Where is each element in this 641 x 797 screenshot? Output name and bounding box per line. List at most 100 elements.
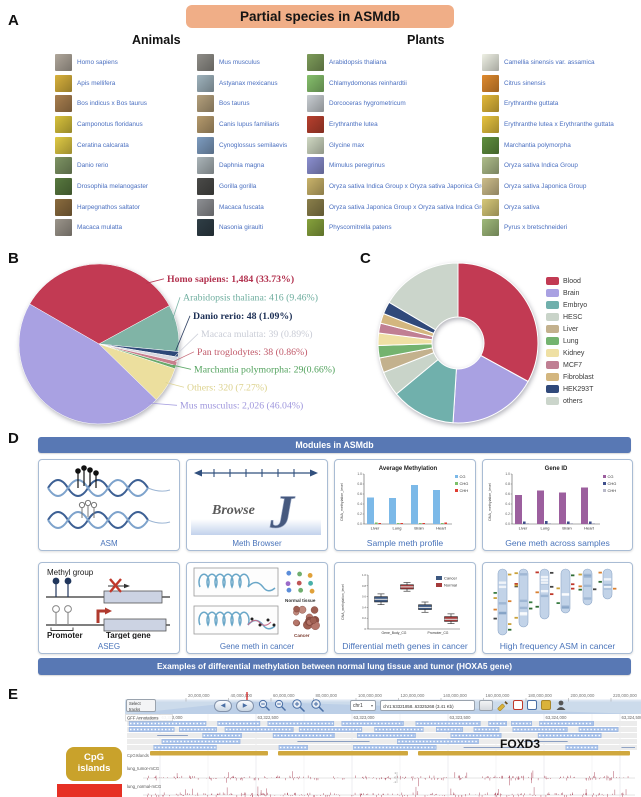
zoom-in-far-button[interactable] — [310, 698, 325, 713]
x-tick-label: Lung — [393, 526, 402, 531]
cell-dot — [286, 587, 292, 593]
species-name: Erythranthe lutea — [329, 120, 378, 128]
asm-site-tick — [514, 583, 518, 585]
species-name: Harpegnathos saltator — [77, 203, 140, 211]
species-thumbnail — [482, 219, 499, 237]
asm-site-tick — [571, 574, 575, 577]
gene-model — [415, 721, 481, 726]
promoter-label: Promoter — [47, 631, 83, 639]
methyl-dot — [272, 623, 276, 627]
y-tick-label: 0.8 — [362, 584, 366, 588]
asm-site-tick — [556, 602, 560, 605]
legend-color-chip — [546, 313, 559, 321]
chromosome-band — [603, 578, 612, 581]
zoom-out-far-button[interactable] — [258, 699, 271, 712]
legend-label: others — [563, 397, 583, 405]
blue-region-tool-button[interactable] — [527, 700, 537, 710]
legend-label: CHG — [608, 481, 617, 486]
zoom-out-button[interactable] — [274, 699, 287, 712]
user-icon[interactable] — [555, 699, 567, 711]
asm-site-tick — [493, 591, 497, 594]
bar — [441, 523, 444, 524]
methylation-tracks-sidebar-box — [57, 784, 122, 797]
panel-label-c: C — [360, 250, 371, 267]
panel-label-b: B — [8, 250, 19, 267]
y-axis-label: DNA_methylation_level — [488, 483, 492, 521]
species-item: Oryza sativa Indica Group x Oryza sativa… — [307, 176, 492, 197]
methyl-dots — [250, 617, 276, 627]
species-name: Macaca mulatta — [77, 224, 123, 232]
asm-site-tick — [535, 591, 539, 594]
zoom-in-button[interactable] — [291, 698, 306, 713]
module-card-asm[interactable]: ASM — [38, 459, 180, 551]
species-name: Marchantia polymorpha — [504, 141, 571, 149]
asm-caption: ASM — [100, 539, 118, 548]
asm-site-tick — [493, 597, 497, 599]
species-name: Nasonia giraulti — [219, 224, 264, 232]
differential-meth-boxplot: DNA_methylation_level 0 0.2 0.4 0.6 0.8 1.0 Gen… — [341, 573, 460, 635]
species-name: Erythranthe lutea x Erythranthe guttata — [504, 120, 614, 128]
chromosome-select[interactable]: chr1 ▾ — [350, 700, 376, 711]
cancer-cell — [293, 605, 300, 613]
red-region-tool-button[interactable] — [513, 700, 523, 710]
species-name: Oryza sativa Indica Group — [504, 162, 578, 170]
track-axis-mark: -1 — [393, 780, 396, 784]
cell-dot — [297, 571, 302, 577]
module-card-meth-browser[interactable]: Browse J Meth Browser — [186, 459, 328, 551]
gene-id-chart: Gene ID DNA_methylation_level 0.0 0.2 0.4 0.6… — [488, 466, 617, 531]
cpg-island-bar — [418, 751, 630, 756]
module-card-asm-cancer[interactable]: High frequency ASM in cancer — [482, 562, 633, 654]
methyl-group-label: Methyl group — [47, 568, 94, 577]
chromosome-band — [519, 606, 528, 610]
select-tracks-button[interactable]: Select tracks — [126, 699, 156, 712]
gene-model — [537, 733, 602, 738]
species-name: Mimulus peregrinus — [329, 162, 385, 170]
figure-title: Partial species in ASMdb — [186, 5, 454, 28]
asm-site-tick — [493, 617, 497, 620]
asm-site-tick — [535, 605, 539, 608]
asm-site-tick — [535, 571, 539, 574]
cell-dot — [298, 587, 304, 593]
species-item: Ceratina calcarata — [55, 135, 148, 156]
species-thumbnail — [307, 53, 324, 71]
species-item: Danio rerio — [55, 155, 148, 176]
highlighter-pen-icon[interactable] — [497, 699, 509, 711]
chromosome-band — [583, 573, 592, 577]
gff-label-chip: GFF Annotations — [125, 714, 173, 722]
species-thumbnail — [307, 115, 324, 133]
species-name: Oryza sativa — [504, 203, 540, 211]
module-card-diff-meth[interactable]: DNA_methylation_level 0 0.2 0.4 0.6 0.8 1.0 Gen… — [334, 562, 476, 654]
ruler-label: 100,000,000 — [358, 693, 383, 698]
y-tick-label: 0.2 — [505, 512, 510, 516]
location-input[interactable]: chr1:63321858..63325268 (3.41 Kb) — [380, 700, 475, 711]
highlight-region-button[interactable] — [541, 700, 551, 710]
bar — [581, 487, 588, 524]
pan-right-button[interactable]: ▶ — [236, 700, 254, 712]
asm-site-tick — [578, 588, 582, 591]
module-card-gene-meth[interactable]: Gene ID DNA_methylation_level 0.0 0.2 0.4 0.6… — [482, 459, 633, 551]
cancer-cell-cluster — [293, 605, 320, 630]
species-name: Erythranthe guttata — [504, 100, 559, 108]
species-item: Chlamydomonas reinhardtii — [307, 73, 492, 94]
species-thumbnail — [197, 198, 214, 216]
pan-left-button[interactable]: ◀ — [214, 700, 232, 712]
module-card-sample-profile[interactable]: Average Methylation DNA_methylation_level… — [334, 459, 476, 551]
legend-color-chip — [546, 397, 559, 405]
module-card-cancer-meth[interactable]: Normal tissue Cancer Gene meth in cancer — [186, 562, 328, 654]
legend-marker — [455, 489, 458, 492]
pie-label: Homo sapiens: 1,484 (33.73%) — [167, 274, 294, 285]
species-item: Astyanax mexicanus — [197, 73, 287, 94]
legend-label: Embryo — [563, 301, 588, 309]
species-name: Drosophila melanogaster — [77, 182, 149, 190]
go-button[interactable] — [479, 700, 493, 711]
panel-label-a: A — [8, 12, 19, 29]
species-name: Oryza sativa Japonica Group — [504, 182, 587, 190]
legend-color-chip — [546, 277, 559, 285]
species-item: Glycine max — [307, 135, 492, 156]
module-card-aseg[interactable]: Methyl group Promoter Target gene ASEG — [38, 562, 180, 654]
track-axis-mark: 1 — [394, 771, 396, 775]
dna-helix-illustration — [47, 465, 171, 529]
scale-ticks — [213, 469, 295, 477]
species-name: Dorcoceras hygrometricum — [329, 100, 406, 108]
